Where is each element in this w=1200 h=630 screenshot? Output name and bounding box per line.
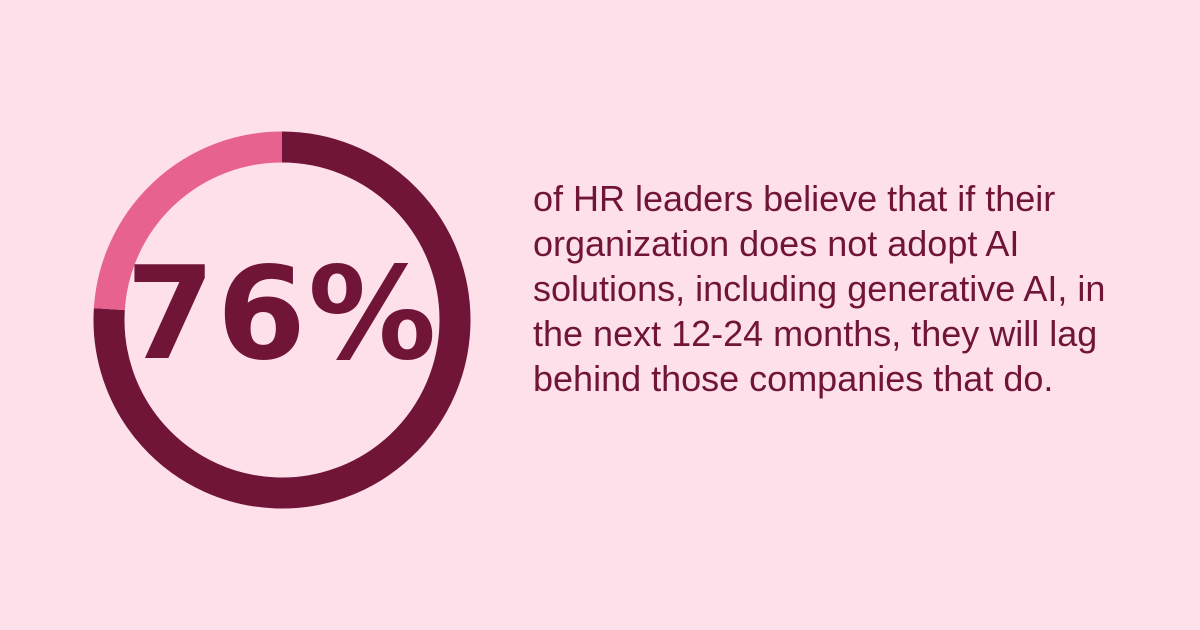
donut-segment-0 (93, 131, 471, 509)
statistic-description: of HR leaders believe that if their orga… (533, 178, 1106, 399)
center-percentage-label: 76% (125, 240, 439, 389)
donut-segment-1 (93, 131, 283, 311)
